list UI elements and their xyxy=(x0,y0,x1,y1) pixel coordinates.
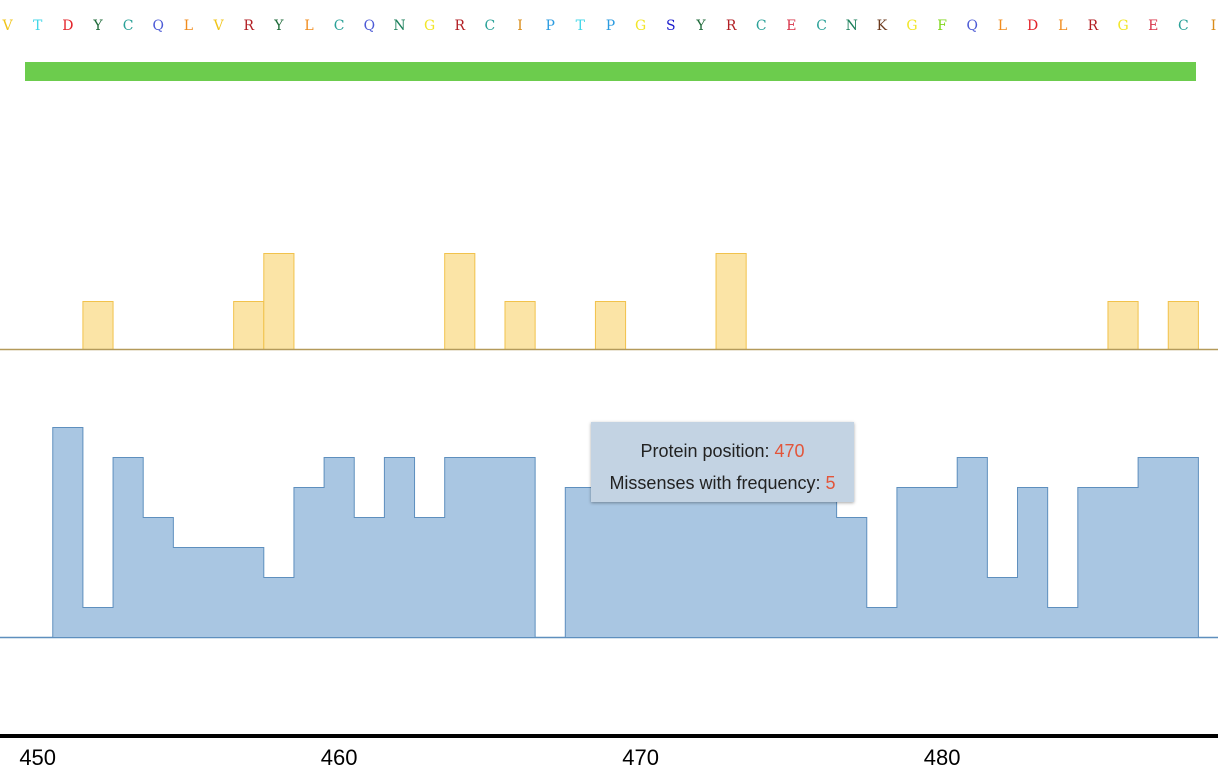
tooltip-frequency-value: 5 xyxy=(825,473,836,493)
x-tick-label: 470 xyxy=(622,745,659,770)
sequence-letter: G xyxy=(906,18,917,34)
yellow-bar[interactable] xyxy=(233,301,265,350)
sequence-letter: R xyxy=(1088,18,1099,34)
sequence-letter: G xyxy=(424,18,435,34)
sequence-letter: Q xyxy=(153,18,164,34)
yellow-bar[interactable] xyxy=(594,301,627,350)
domain-bar[interactable] xyxy=(25,62,1196,81)
tooltip-position-label: Protein position: xyxy=(640,441,775,461)
sequence-letter: C xyxy=(1178,18,1189,34)
sequence-letter: L xyxy=(1058,18,1067,34)
sequence-letter: P xyxy=(606,18,615,34)
sequence-letter: Y xyxy=(92,18,103,34)
tooltip-frequency-label: Missenses with frequency: xyxy=(609,473,826,493)
sequence-letter: P xyxy=(545,18,554,34)
sequence-letter: I xyxy=(517,18,523,34)
tooltip-position-row: Protein position: 470 xyxy=(591,435,854,467)
sequence-letter: E xyxy=(1148,18,1158,34)
sequence-letter: L xyxy=(304,18,313,34)
sequence-letter: I xyxy=(1211,18,1217,34)
sequence-letter: C xyxy=(816,18,827,34)
sequence-letter: R xyxy=(726,18,737,34)
x-tick-label: 450 xyxy=(19,745,56,770)
sequence-letter: C xyxy=(485,18,496,34)
sequence-letter: R xyxy=(454,18,465,34)
yellow-bar[interactable] xyxy=(715,253,747,350)
tooltip-position-value: 470 xyxy=(774,441,805,461)
sequence-letter: C xyxy=(123,18,134,34)
sequence-letter: L xyxy=(184,18,193,34)
tooltip: Protein position: 470 Missenses with fre… xyxy=(591,422,854,502)
sequence-letter: Q xyxy=(364,18,375,34)
yellow-bar[interactable] xyxy=(1107,301,1139,350)
sequence-letter: L xyxy=(998,18,1007,34)
sequence-letter: T xyxy=(576,18,586,34)
sequence-letter: Q xyxy=(967,18,978,34)
yellow-bar[interactable] xyxy=(444,253,476,350)
sequence-letter: D xyxy=(1027,18,1038,34)
sequence-letter: E xyxy=(786,18,796,34)
yellow-bar[interactable] xyxy=(1167,301,1199,350)
sequence-letter: G xyxy=(1117,18,1128,34)
x-axis: 450 460 470 480 xyxy=(0,734,1218,770)
yellow-bar[interactable] xyxy=(82,301,114,350)
sequence-letter: K xyxy=(877,18,888,34)
yellow-track[interactable] xyxy=(82,253,1199,350)
x-tick-label: 480 xyxy=(924,745,961,770)
x-tick-label: 460 xyxy=(321,745,358,770)
sequence-letter: N xyxy=(846,18,858,34)
frequency-area[interactable] xyxy=(22,427,1199,638)
sequence-letter: V xyxy=(1,18,13,34)
sequence-letter: R xyxy=(243,18,254,34)
sequence-letter: V xyxy=(213,18,225,34)
yellow-bar[interactable] xyxy=(504,301,536,350)
sequence-letter: C xyxy=(334,18,345,34)
tooltip-frequency-row: Missenses with frequency: 5 xyxy=(591,467,854,499)
missense-frequency-track[interactable] xyxy=(0,427,1218,639)
sequence-letter: Y xyxy=(695,18,706,34)
sequence-letter: Y xyxy=(273,18,284,34)
sequence-letter: N xyxy=(393,18,405,34)
sequence-letter: C xyxy=(756,18,767,34)
sequence-letter: S xyxy=(666,18,676,34)
sequence-letter: F xyxy=(937,18,947,34)
sequence-letter: T xyxy=(33,18,43,34)
sequence-letter: D xyxy=(62,18,73,34)
yellow-bar[interactable] xyxy=(263,253,295,350)
sequence-letter: G xyxy=(635,18,646,34)
